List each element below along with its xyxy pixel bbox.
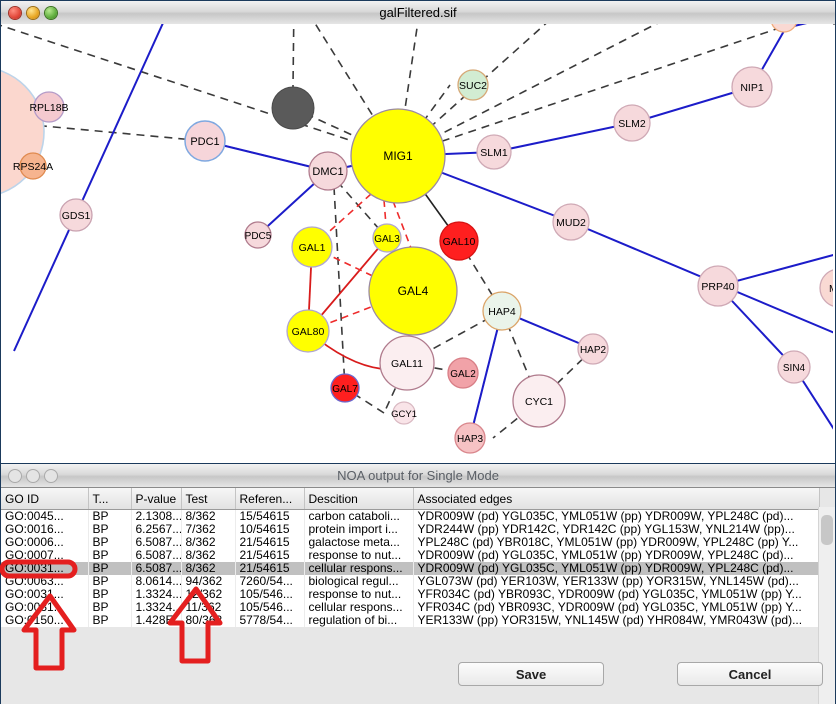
svg-text:SIN4: SIN4 [783, 363, 806, 374]
svg-text:HAP4: HAP4 [488, 306, 516, 318]
svg-text:NIP1: NIP1 [740, 82, 764, 94]
svg-text:GAL4: GAL4 [398, 284, 429, 298]
svg-text:GAL2: GAL2 [450, 369, 476, 380]
svg-text:HAP3: HAP3 [457, 434, 484, 445]
svg-text:GAL1: GAL1 [299, 242, 326, 254]
svg-text:GAL3: GAL3 [374, 234, 400, 245]
svg-text:GAL80: GAL80 [292, 326, 325, 338]
svg-text:CYC1: CYC1 [525, 396, 553, 408]
svg-text:GAL10: GAL10 [443, 236, 476, 248]
svg-text:MS: MS [829, 283, 833, 295]
svg-text:GDS1: GDS1 [62, 210, 91, 222]
svg-text:GAL11: GAL11 [391, 358, 423, 370]
svg-text:SUC2: SUC2 [459, 80, 487, 92]
svg-text:MUD2: MUD2 [556, 217, 586, 229]
svg-text:HAP2: HAP2 [580, 345, 607, 356]
svg-text:PDC5: PDC5 [245, 231, 272, 242]
svg-text:GCY1: GCY1 [391, 409, 417, 420]
svg-text:PRP40: PRP40 [701, 281, 734, 293]
svg-text:DMC1: DMC1 [312, 166, 343, 178]
svg-text:SLM1: SLM1 [480, 147, 508, 159]
svg-text:PDC1: PDC1 [190, 136, 219, 148]
svg-text:RPS24A: RPS24A [13, 161, 53, 173]
svg-text:SLM2: SLM2 [618, 118, 646, 130]
svg-text:MIG1: MIG1 [383, 149, 413, 163]
svg-text:GAL7: GAL7 [332, 384, 358, 395]
svg-text:RPL18B: RPL18B [29, 102, 68, 114]
